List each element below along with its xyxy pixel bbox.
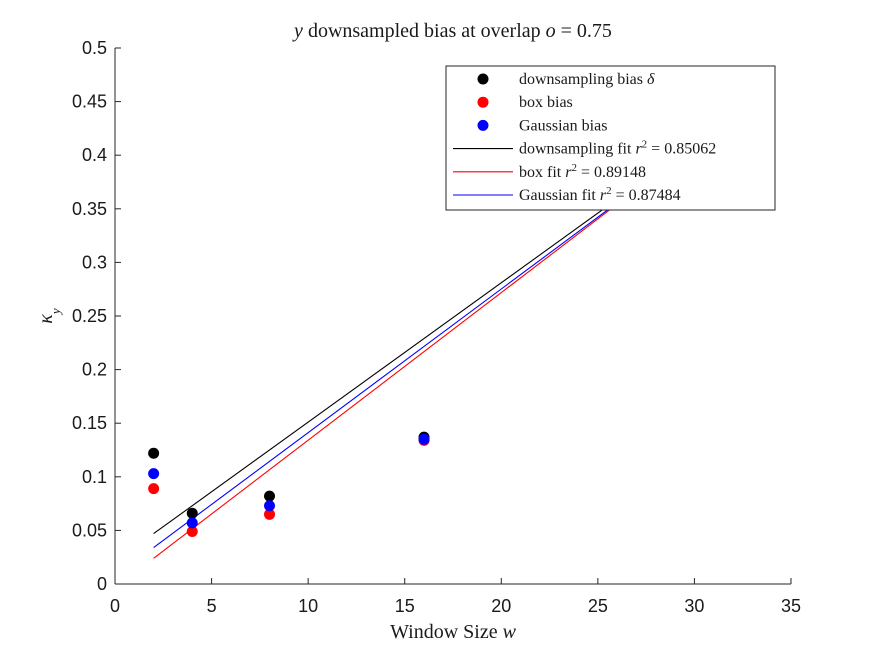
x-tick-label-5: 25 (588, 596, 608, 616)
x-tick-label-1: 5 (207, 596, 217, 616)
y-tick-label-1: 0.05 (72, 520, 107, 540)
y-tick-label-7: 0.35 (72, 199, 107, 219)
data-point-0-0 (148, 447, 160, 459)
legend-label-2: Gaussian bias (519, 117, 607, 134)
data-point-1-0 (148, 483, 160, 495)
y-tick-label-3: 0.15 (72, 413, 107, 433)
y-tick-label-4: 0.2 (82, 360, 107, 380)
data-point-0-2 (264, 490, 276, 502)
data-point-0-1 (186, 507, 198, 519)
legend-marker-0 (477, 73, 489, 85)
legend-label-1: box bias (519, 94, 573, 111)
y-tick-label-0: 0 (97, 574, 107, 594)
y-tick-label-9: 0.45 (72, 92, 107, 112)
legend: downsampling bias δ box bias Gaussian bias… (445, 65, 776, 211)
legend-marker-1 (477, 96, 489, 108)
y-tick-label-6: 0.3 (82, 252, 107, 272)
axes: 0 5 10 15 20 25 30 35 0 0.05 0.1 0.15 0.2 0.25 0.3 0.35… (72, 38, 801, 616)
legend-label-4: box fit r2 = 0.89148 (519, 162, 646, 181)
y-axis-label: κy (35, 308, 63, 324)
x-tick-label-0: 0 (110, 596, 120, 616)
legend-label-0: downsampling bias δ (519, 71, 655, 88)
x-tick-label-2: 10 (298, 596, 318, 616)
chart-labels: y downsampled bias at overlap o = 0.75 Wi… (35, 20, 612, 643)
y-tick-label-2: 0.1 (82, 467, 107, 487)
legend-label-3: downsampling fit r2 = 0.85062 (519, 139, 716, 158)
x-tick-label-4: 20 (491, 596, 511, 616)
x-tick-label-3: 15 (395, 596, 415, 616)
legend-box (445, 65, 776, 211)
x-tick-label-7: 35 (781, 596, 801, 616)
chart-title: y downsampled bias at overlap o = 0.75 (292, 20, 612, 42)
data-point-1-1 (186, 525, 198, 537)
data-point-2-1 (186, 517, 198, 529)
data-point-2-2 (264, 500, 276, 512)
x-tick-label-6: 30 (684, 596, 704, 616)
y-tick-label-8: 0.4 (82, 145, 107, 165)
plot-area (148, 115, 734, 559)
y-tick-label-10: 0.5 (82, 38, 107, 58)
legend-marker-2 (477, 119, 489, 131)
data-point-2-0 (148, 468, 160, 480)
y-tick-label-5: 0.25 (72, 306, 107, 326)
data-point-2-3 (418, 433, 430, 445)
legend-label-5: Gaussian fit r2 = 0.87484 (519, 185, 681, 204)
data-point-1-2 (264, 508, 276, 520)
x-axis-label: Window Size w (390, 621, 517, 643)
